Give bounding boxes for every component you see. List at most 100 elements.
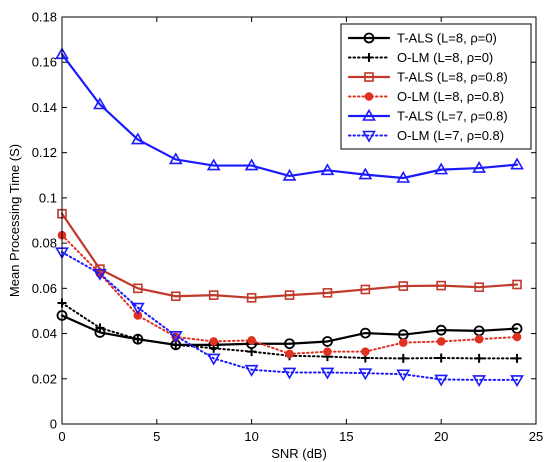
series-6 bbox=[55, 247, 524, 388]
data-point bbox=[361, 347, 370, 356]
data-point bbox=[246, 293, 257, 303]
y-tick-label: 0.12 bbox=[32, 145, 57, 160]
data-point bbox=[510, 375, 524, 388]
legend-marker bbox=[364, 53, 374, 62]
data-point bbox=[435, 324, 447, 336]
series-line bbox=[61, 251, 519, 381]
legend-marker bbox=[364, 92, 374, 101]
data-point bbox=[434, 374, 449, 387]
data-point bbox=[360, 284, 371, 295]
data-point bbox=[282, 367, 297, 380]
legend-item: O-LM (L=7, ρ=0.8) bbox=[348, 128, 504, 143]
data-point bbox=[322, 336, 333, 347]
y-tick-label: 0.04 bbox=[32, 326, 57, 341]
data-point bbox=[436, 280, 447, 291]
legend-marker bbox=[362, 130, 376, 143]
data-point bbox=[474, 282, 484, 293]
data-point bbox=[396, 369, 411, 382]
series-line bbox=[60, 212, 519, 299]
legend-marker bbox=[364, 72, 374, 82]
axis-tick-labels: 0 5 10 15 20 25 0 0.02 0.04 0.06 0.08 0.1 0.12 0.14 0.… bbox=[32, 10, 544, 445]
data-point bbox=[474, 334, 484, 344]
y-tick-label: 0.08 bbox=[32, 236, 57, 251]
data-point bbox=[436, 337, 446, 346]
data-point bbox=[130, 132, 145, 145]
legend-label: T-ALS (L=7, ρ=0.8) bbox=[397, 109, 508, 124]
data-point bbox=[358, 167, 373, 180]
legend-marker bbox=[362, 108, 376, 121]
legend-label: O-LM (L=8, ρ=0) bbox=[397, 50, 493, 65]
y-tick-label: 0 bbox=[50, 417, 57, 432]
data-point bbox=[284, 338, 295, 350]
data-point bbox=[472, 160, 487, 173]
x-axis-label: SNR (dB) bbox=[271, 446, 327, 461]
legend-item: O-LM (L=8, ρ=0.8) bbox=[348, 89, 504, 104]
data-point bbox=[168, 331, 183, 343]
data-point bbox=[133, 334, 143, 344]
legend: T-ALS (L=8, ρ=0) O-LM (L=8, ρ=0) T-ALS (L=… bbox=[340, 23, 532, 150]
data-point bbox=[93, 97, 107, 110]
data-point bbox=[434, 162, 449, 175]
series-3 bbox=[57, 208, 522, 303]
legend-marker bbox=[363, 32, 375, 44]
legend-label: O-LM (L=7, ρ=0.8) bbox=[397, 128, 504, 143]
data-point bbox=[472, 375, 487, 388]
legend-item: T-ALS (L=8, ρ=0) bbox=[347, 31, 497, 46]
legend-label: T-ALS (L=8, ρ=0) bbox=[397, 31, 497, 46]
x-tick-label: 15 bbox=[339, 429, 353, 444]
data-point bbox=[398, 353, 408, 363]
data-point bbox=[95, 323, 105, 333]
series-5 bbox=[55, 47, 524, 183]
data-point bbox=[512, 279, 522, 290]
data-point bbox=[133, 283, 143, 294]
legend-item: T-ALS (L=8, ρ=0.8) bbox=[347, 70, 508, 85]
data-point bbox=[510, 157, 524, 170]
axis-ticks bbox=[61, 16, 537, 425]
x-tick-label: 25 bbox=[529, 429, 543, 444]
data-point bbox=[130, 302, 145, 315]
data-point bbox=[282, 168, 297, 181]
data-point bbox=[396, 170, 411, 183]
data-point bbox=[170, 291, 181, 302]
y-axis-label: Mean Processing Time (S) bbox=[7, 144, 22, 297]
data-point bbox=[322, 288, 333, 298]
data-point bbox=[206, 158, 221, 171]
series-1 bbox=[56, 310, 523, 351]
data-point bbox=[436, 353, 446, 363]
data-point bbox=[474, 353, 484, 363]
data-point bbox=[359, 327, 371, 339]
data-point bbox=[358, 368, 373, 381]
legend-label: O-LM (L=8, ρ=0.8) bbox=[397, 89, 504, 104]
y-tick-label: 0.1 bbox=[39, 190, 57, 205]
x-tick-label: 5 bbox=[153, 429, 160, 444]
data-point bbox=[247, 336, 256, 345]
data-point bbox=[168, 152, 183, 165]
series-4 bbox=[57, 230, 522, 359]
data-point bbox=[206, 353, 221, 366]
series-line bbox=[60, 314, 519, 346]
data-point bbox=[247, 347, 257, 357]
y-tick-label: 0.14 bbox=[32, 100, 57, 115]
y-tick-label: 0.06 bbox=[32, 281, 57, 296]
x-tick-label: 0 bbox=[58, 429, 65, 444]
data-point bbox=[284, 290, 295, 300]
data-point bbox=[244, 158, 259, 171]
y-tick-label: 0.16 bbox=[32, 55, 57, 70]
data-point bbox=[512, 332, 522, 342]
plot-area-frame bbox=[61, 16, 537, 425]
legend-item: O-LM (L=8, ρ=0) bbox=[348, 50, 493, 65]
data-point bbox=[323, 347, 332, 356]
data-point bbox=[320, 367, 335, 380]
data-point bbox=[93, 268, 107, 281]
data-point bbox=[398, 281, 409, 291]
y-tick-label: 0.02 bbox=[32, 371, 57, 386]
legend-item: T-ALS (L=7, ρ=0.8) bbox=[347, 108, 508, 124]
legend-label: T-ALS (L=8, ρ=0.8) bbox=[397, 70, 508, 85]
series-line bbox=[60, 53, 519, 180]
legend-box bbox=[340, 23, 532, 150]
data-point bbox=[244, 364, 259, 377]
data-point bbox=[512, 353, 522, 363]
y-tick-label: 0.18 bbox=[32, 10, 57, 25]
data-point bbox=[398, 338, 408, 347]
x-tick-label: 10 bbox=[244, 429, 258, 444]
